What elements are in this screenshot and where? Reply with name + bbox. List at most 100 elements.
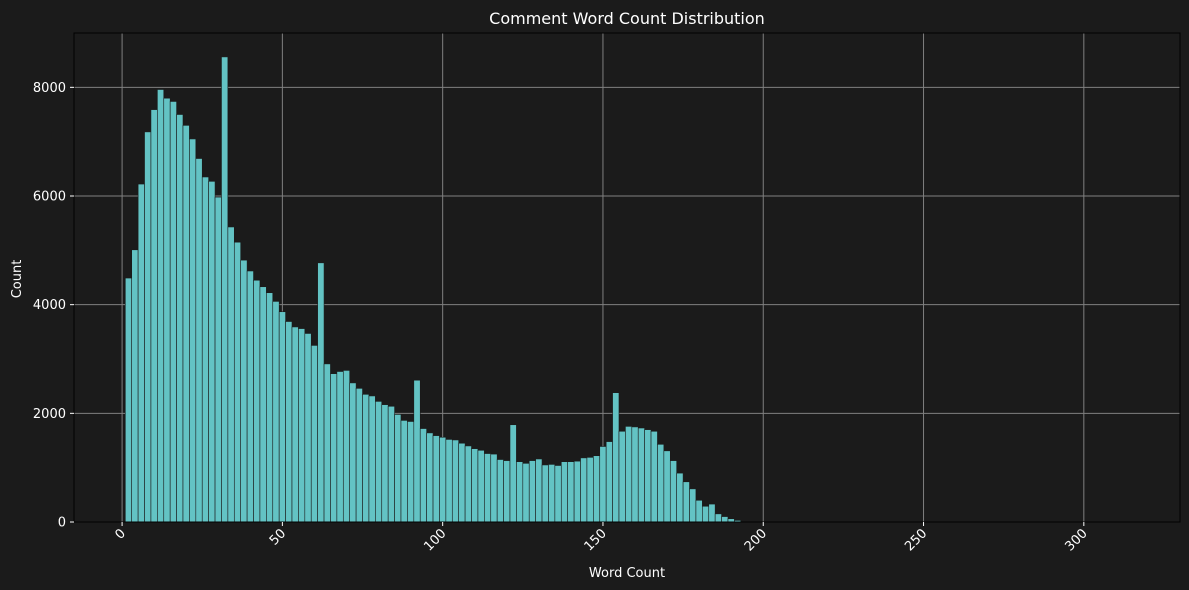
histogram-bar bbox=[618, 430, 626, 523]
histogram-bar bbox=[310, 345, 318, 523]
histogram-bar bbox=[663, 450, 671, 523]
histogram-bar bbox=[451, 439, 459, 523]
histogram-bar bbox=[400, 420, 408, 523]
histogram-bar bbox=[157, 89, 165, 523]
histogram-bar bbox=[208, 181, 216, 523]
histogram-bar bbox=[298, 328, 306, 523]
histogram-bar bbox=[593, 455, 601, 523]
y-tick-label: 0 bbox=[58, 516, 66, 531]
histogram-bar bbox=[131, 249, 139, 523]
histogram-bar bbox=[554, 465, 562, 523]
histogram-bar bbox=[432, 435, 440, 523]
chart-title: Comment Word Count Distribution bbox=[489, 9, 765, 28]
histogram-bar bbox=[355, 388, 363, 523]
histogram-bar bbox=[195, 158, 203, 523]
histogram-bar bbox=[368, 395, 376, 523]
histogram-bar bbox=[259, 286, 267, 523]
histogram-bar bbox=[580, 457, 588, 523]
histogram-bar bbox=[266, 292, 274, 523]
histogram-bar bbox=[342, 370, 350, 523]
y-tick-label: 6000 bbox=[33, 190, 66, 205]
histogram-bar bbox=[253, 279, 261, 523]
histogram-bar bbox=[413, 379, 421, 523]
histogram-bar bbox=[419, 428, 427, 523]
histogram-bar bbox=[163, 97, 171, 523]
histogram-bar bbox=[567, 461, 575, 523]
histogram-bar bbox=[573, 460, 581, 523]
histogram-bar bbox=[631, 426, 639, 523]
histogram-bar bbox=[227, 226, 235, 523]
histogram-bar bbox=[246, 270, 254, 523]
histogram-bar bbox=[637, 427, 645, 523]
y-tick-label: 4000 bbox=[33, 298, 66, 313]
histogram-bar bbox=[535, 458, 543, 523]
y-axis-label: Count bbox=[10, 260, 25, 299]
histogram-bar bbox=[702, 505, 710, 523]
histogram-bar bbox=[233, 241, 242, 523]
histogram-bar bbox=[439, 436, 447, 523]
histogram-bars bbox=[124, 56, 742, 523]
y-axis-ticks: 0 2000 4000 6000 8000 bbox=[33, 81, 74, 531]
histogram-bar bbox=[375, 401, 383, 523]
histogram-bar bbox=[144, 131, 152, 523]
histogram-bar bbox=[272, 301, 280, 523]
histogram-bar bbox=[522, 463, 530, 523]
histogram-bar bbox=[336, 371, 344, 523]
histogram-bar bbox=[240, 259, 248, 523]
histogram-bar bbox=[176, 114, 184, 523]
histogram-bar bbox=[304, 333, 312, 523]
histogram-bar bbox=[426, 432, 434, 523]
histogram-bar bbox=[625, 426, 633, 523]
histogram-bar bbox=[676, 472, 684, 523]
histogram-bar bbox=[137, 183, 145, 523]
histogram-bar bbox=[182, 125, 190, 523]
y-tick-label: 8000 bbox=[33, 81, 66, 96]
histogram-bar bbox=[605, 441, 613, 523]
histogram-bar bbox=[477, 449, 485, 523]
histogram-bar bbox=[644, 429, 652, 523]
histogram-bar bbox=[317, 262, 325, 523]
histogram-bar bbox=[484, 453, 492, 523]
histogram-bar bbox=[541, 464, 549, 523]
histogram-bar bbox=[189, 138, 197, 523]
histogram-bar bbox=[490, 453, 498, 523]
histogram-bar bbox=[669, 460, 677, 523]
histogram-bar bbox=[548, 464, 556, 523]
histogram-bar bbox=[599, 446, 607, 523]
histogram-bar bbox=[169, 101, 177, 523]
histogram-bar bbox=[650, 430, 658, 523]
plot-frame bbox=[73, 32, 1181, 523]
histogram-bar bbox=[516, 461, 524, 523]
histogram-bar bbox=[682, 481, 690, 523]
histogram-bar bbox=[695, 499, 703, 523]
histogram-bar bbox=[496, 459, 504, 523]
histogram-bar bbox=[214, 196, 222, 523]
histogram-bar bbox=[291, 326, 299, 523]
histogram-bar bbox=[387, 405, 395, 523]
x-axis-label: Word Count bbox=[589, 566, 665, 581]
histogram-bar bbox=[150, 109, 158, 523]
histogram-bar bbox=[201, 176, 209, 523]
histogram-bar bbox=[323, 363, 331, 523]
histogram-bar bbox=[381, 404, 389, 523]
histogram-bar bbox=[560, 461, 568, 523]
histogram-bar bbox=[221, 56, 229, 523]
histogram-bar bbox=[458, 442, 466, 523]
histogram-bar bbox=[285, 321, 293, 523]
histogram-bar bbox=[586, 457, 594, 523]
histogram-bar bbox=[445, 439, 453, 523]
histogram-bar bbox=[278, 311, 286, 523]
histogram-bar bbox=[657, 444, 665, 523]
histogram-bar bbox=[330, 373, 338, 523]
histogram-bar bbox=[124, 277, 133, 523]
histogram-bar bbox=[714, 513, 722, 523]
histogram-bar bbox=[407, 421, 415, 523]
histogram-bar bbox=[349, 382, 357, 523]
histogram-bar bbox=[362, 394, 370, 523]
histogram-bar bbox=[394, 414, 402, 523]
histogram-bar bbox=[612, 392, 620, 523]
histogram-bar bbox=[471, 448, 479, 523]
histogram-bar bbox=[528, 460, 536, 523]
histogram-bar bbox=[464, 445, 472, 523]
